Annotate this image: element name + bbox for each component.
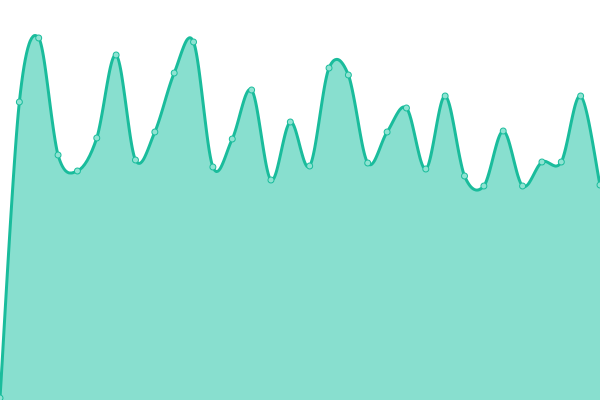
- data-point: [499, 127, 507, 135]
- data-point: [248, 86, 256, 94]
- data-point: [402, 104, 410, 112]
- data-point: [461, 172, 469, 180]
- data-point: [422, 165, 430, 173]
- data-point: [364, 159, 372, 167]
- data-point: [306, 162, 314, 170]
- data-point: [190, 38, 198, 46]
- data-point: [538, 158, 546, 166]
- data-point: [15, 98, 23, 106]
- data-point: [441, 92, 449, 100]
- data-point: [383, 128, 391, 136]
- data-points: [0, 34, 600, 400]
- data-point: [557, 158, 565, 166]
- data-point: [151, 128, 159, 136]
- data-point: [131, 156, 139, 164]
- data-point: [325, 64, 333, 72]
- data-point: [0, 394, 4, 400]
- data-point: [286, 118, 294, 126]
- data-point: [519, 182, 527, 190]
- data-point: [93, 134, 101, 142]
- data-point: [73, 167, 81, 175]
- data-point: [344, 71, 352, 79]
- data-point: [54, 151, 62, 159]
- data-point: [267, 176, 275, 184]
- data-point: [112, 51, 120, 59]
- area-fill: [0, 35, 600, 400]
- data-point: [480, 182, 488, 190]
- data-point: [35, 34, 43, 42]
- data-point: [209, 163, 217, 171]
- data-point: [170, 69, 178, 77]
- data-point: [577, 92, 585, 100]
- data-point: [596, 181, 600, 189]
- data-point: [228, 135, 236, 143]
